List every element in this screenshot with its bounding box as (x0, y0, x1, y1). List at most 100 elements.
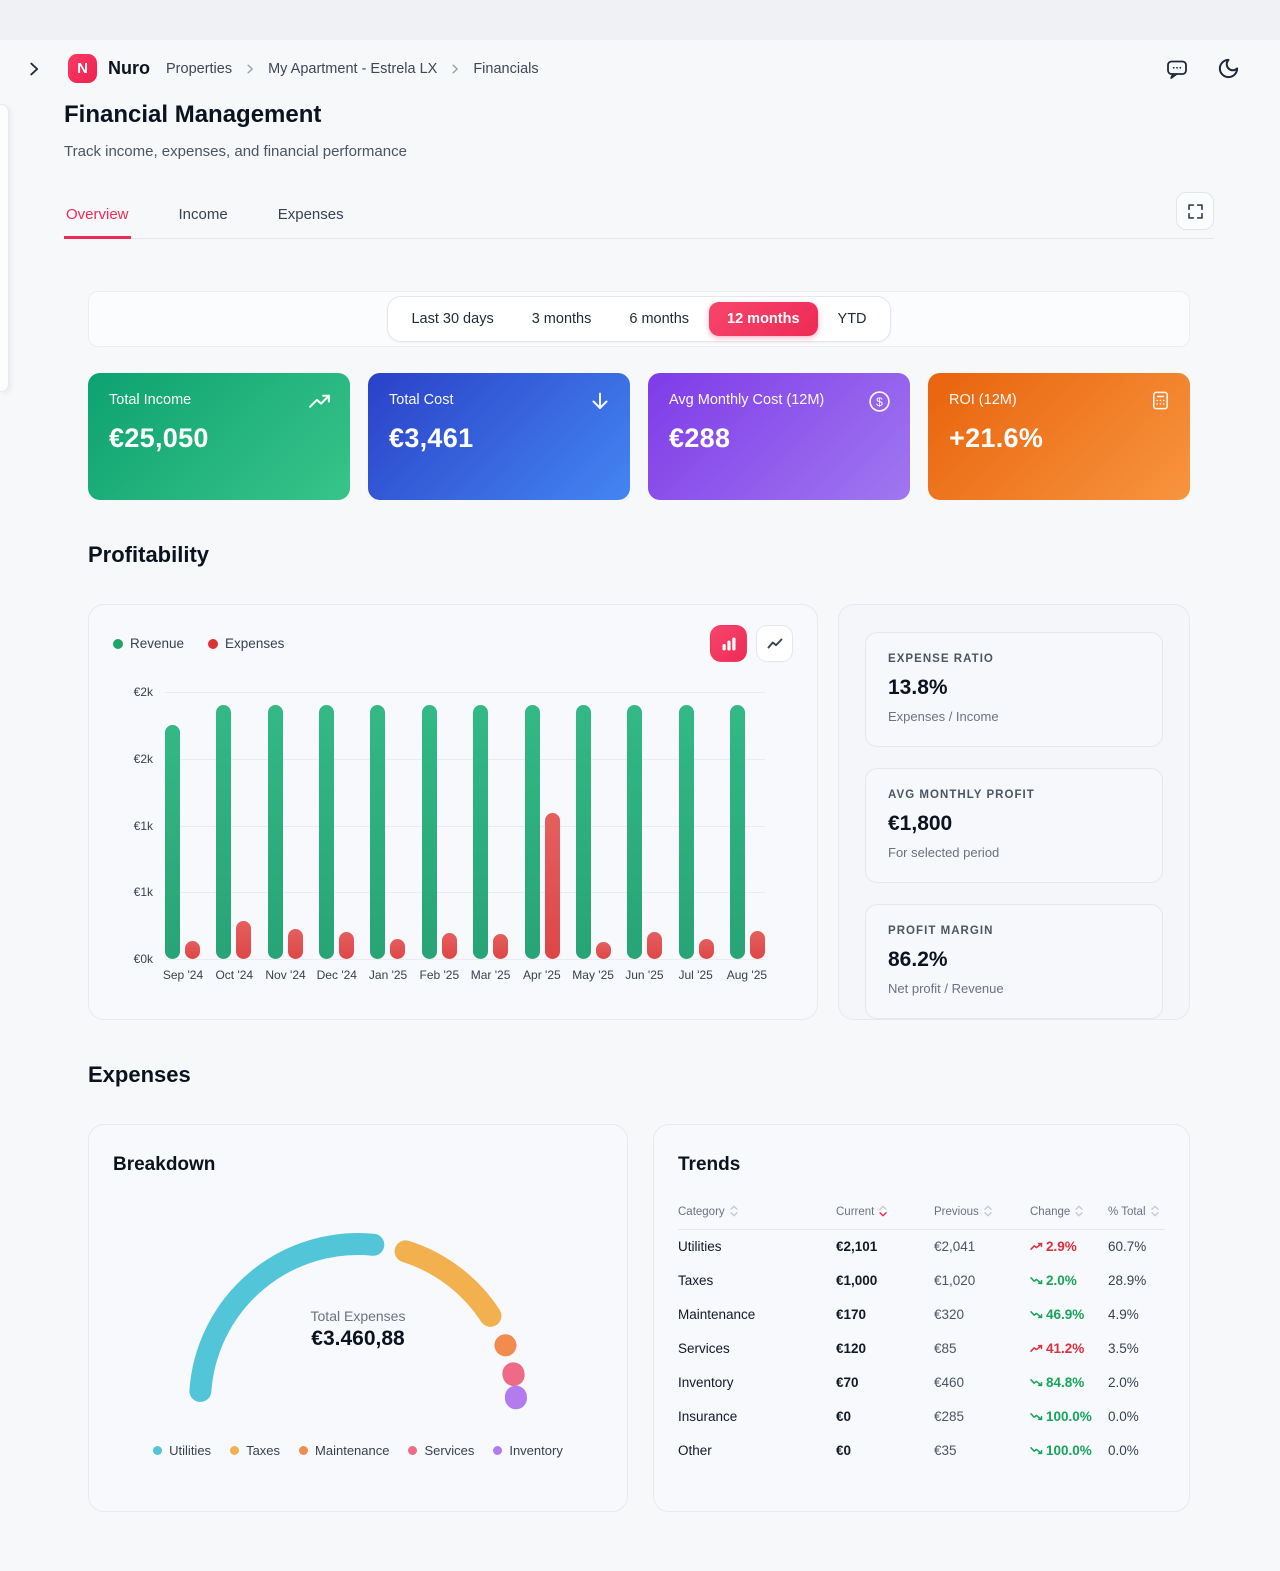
bar-group-Dec24 (319, 705, 355, 959)
cell-category: Taxes (678, 1273, 714, 1288)
bar-group-Mar25 (473, 705, 509, 959)
time-range-ytd[interactable]: YTD (820, 302, 885, 336)
trends-table: Category Current Previous Change % Total Uti… (678, 1196, 1165, 1468)
cell-change: 46.9% (1030, 1298, 1108, 1332)
dark-mode-moon-icon[interactable] (1217, 57, 1240, 80)
gauge-legend: Utilities Taxes Maintenance Services Invento… (113, 1443, 603, 1458)
nuro-logo[interactable]: N (68, 54, 97, 83)
x-tick-label: Feb '25 (419, 968, 460, 982)
trending-up-icon (308, 390, 331, 413)
stat-card-label: ROI (12M) (949, 392, 1017, 408)
expense-bar (287, 929, 303, 959)
cell-change: 84.8% (1030, 1366, 1108, 1400)
sort-chevrons-icon (979, 1205, 993, 1218)
cell-pct-total: 3.5% (1108, 1341, 1139, 1356)
sidebar-drawer-edge[interactable] (0, 104, 9, 392)
change-down-indicator: 100.0% (1030, 1409, 1092, 1424)
sort-chevrons-icon (1070, 1205, 1084, 1218)
column-label: Category (678, 1206, 725, 1218)
revenue-bar (678, 705, 694, 959)
bar-chart-view-button[interactable] (710, 625, 747, 662)
metric-value: €1,800 (888, 812, 953, 835)
bar-group-Apr25 (524, 705, 560, 959)
legend-label: Revenue (130, 636, 185, 651)
app-header: N Nuro Properties My Apartment - Estrela … (0, 40, 1280, 95)
gridline (165, 825, 765, 827)
line-chart-view-button[interactable] (756, 625, 793, 662)
column-header--total[interactable]: % Total (1108, 1196, 1165, 1230)
expense-trends-card: Trends Category Current Previous Change % To… (653, 1124, 1190, 1512)
expense-bar (441, 933, 457, 959)
x-tick-label: Mar '25 (470, 968, 511, 982)
tab-income[interactable]: Income (178, 206, 228, 223)
metric-sub: For selected period (888, 845, 1000, 860)
change-down-indicator: 46.9% (1030, 1307, 1084, 1322)
stat-card-label: Total Cost (389, 392, 454, 408)
metric-value: 13.8% (888, 676, 948, 699)
revenue-bar (473, 705, 489, 959)
x-tick-label: May '25 (572, 968, 614, 982)
stat-card-3: Avg Monthly Cost (12M) $ €288 (648, 373, 910, 500)
cell-pct-total: 0.0% (1108, 1443, 1139, 1458)
bar-group-Aug25 (729, 705, 765, 959)
stat-cards-row: Total Income €25,050 Total Cost €3,461 Avg M… (88, 373, 1190, 500)
arrow-down-icon (589, 390, 611, 412)
breadcrumb: Properties My Apartment - Estrela LX Finan… (166, 61, 539, 77)
column-label: Current (836, 1206, 875, 1218)
cell-category: Other (678, 1443, 712, 1458)
cell-category: Inventory (678, 1375, 734, 1390)
cell-current: €170 (836, 1307, 867, 1322)
cell-pct-total: 28.9% (1108, 1273, 1147, 1288)
gridline (165, 959, 765, 960)
cell-category: Services (678, 1341, 730, 1356)
stat-card-label: Total Income (109, 392, 192, 408)
cell-category: Insurance (678, 1409, 738, 1424)
tab-expenses[interactable]: Expenses (277, 206, 344, 223)
column-header-current[interactable]: Current (836, 1196, 934, 1230)
revenue-bar (319, 705, 335, 959)
expense-bar (698, 939, 714, 959)
cell-current: €0 (836, 1443, 852, 1458)
trends-row-taxes: Taxes €1,000 €1,020 2.0% 28.9% (678, 1264, 1165, 1298)
breakdown-title: Breakdown (113, 1154, 216, 1175)
gauge-legend-utilities: Utilities (153, 1443, 211, 1458)
breadcrumb-item[interactable]: Properties (166, 60, 233, 77)
profitability-chart-card: Revenue Expenses €2k €2k €1k €1k €0k Sep '24 O… (88, 604, 818, 1020)
time-range-3-months[interactable]: 3 months (514, 302, 610, 336)
revenue-bar (524, 705, 540, 959)
gauge-center-label: Total Expenses (310, 1308, 406, 1324)
y-tick-label: €0k (133, 952, 153, 966)
feedback-bubble-icon[interactable] (1165, 57, 1189, 81)
brand-name: Nuro (108, 58, 150, 78)
sidebar-expand-chevron-icon[interactable] (24, 59, 44, 79)
chart-legend: Revenue Expenses (113, 636, 308, 651)
x-tick-label: Oct '24 (215, 968, 254, 982)
trends-row-inventory: Inventory €70 €460 84.8% 2.0% (678, 1366, 1165, 1400)
chart-y-axis: €2k €2k €1k €1k €0k (113, 685, 165, 966)
x-tick-label: Dec '24 (316, 968, 357, 982)
stat-card-4: ROI (12M) +21.6% (928, 373, 1190, 500)
cell-current: €120 (836, 1341, 867, 1356)
time-range-12-months[interactable]: 12 months (709, 302, 818, 336)
tab-overview[interactable]: Overview (64, 196, 131, 239)
metric-sub: Expenses / Income (888, 709, 999, 724)
sort-chevrons-icon (874, 1205, 888, 1218)
window-top-strip (0, 0, 1280, 40)
legend-dot (230, 1446, 240, 1455)
time-range-last-30-days[interactable]: Last 30 days (393, 302, 511, 336)
column-header-category[interactable]: Category (678, 1196, 836, 1230)
column-header-previous[interactable]: Previous (934, 1196, 1030, 1230)
breadcrumb-item[interactable]: Financials (473, 60, 539, 77)
time-range-6-months[interactable]: 6 months (611, 302, 707, 336)
cell-previous: €35 (934, 1443, 957, 1458)
x-tick-label: Jun '25 (625, 968, 664, 982)
breadcrumb-chevron-icon (243, 62, 257, 76)
fullscreen-expand-button[interactable] (1176, 192, 1214, 230)
sort-chevrons-icon (725, 1205, 739, 1218)
cell-previous: €85 (934, 1341, 957, 1356)
breadcrumb-item[interactable]: My Apartment - Estrela LX (268, 60, 438, 77)
column-header-change[interactable]: Change (1030, 1196, 1108, 1230)
cell-change: 41.2% (1030, 1332, 1108, 1366)
metric-card-avg-monthly-profit: AVG MONTHLY PROFIT €1,800 For selected per… (865, 768, 1163, 883)
cell-change: 2.0% (1030, 1264, 1108, 1298)
